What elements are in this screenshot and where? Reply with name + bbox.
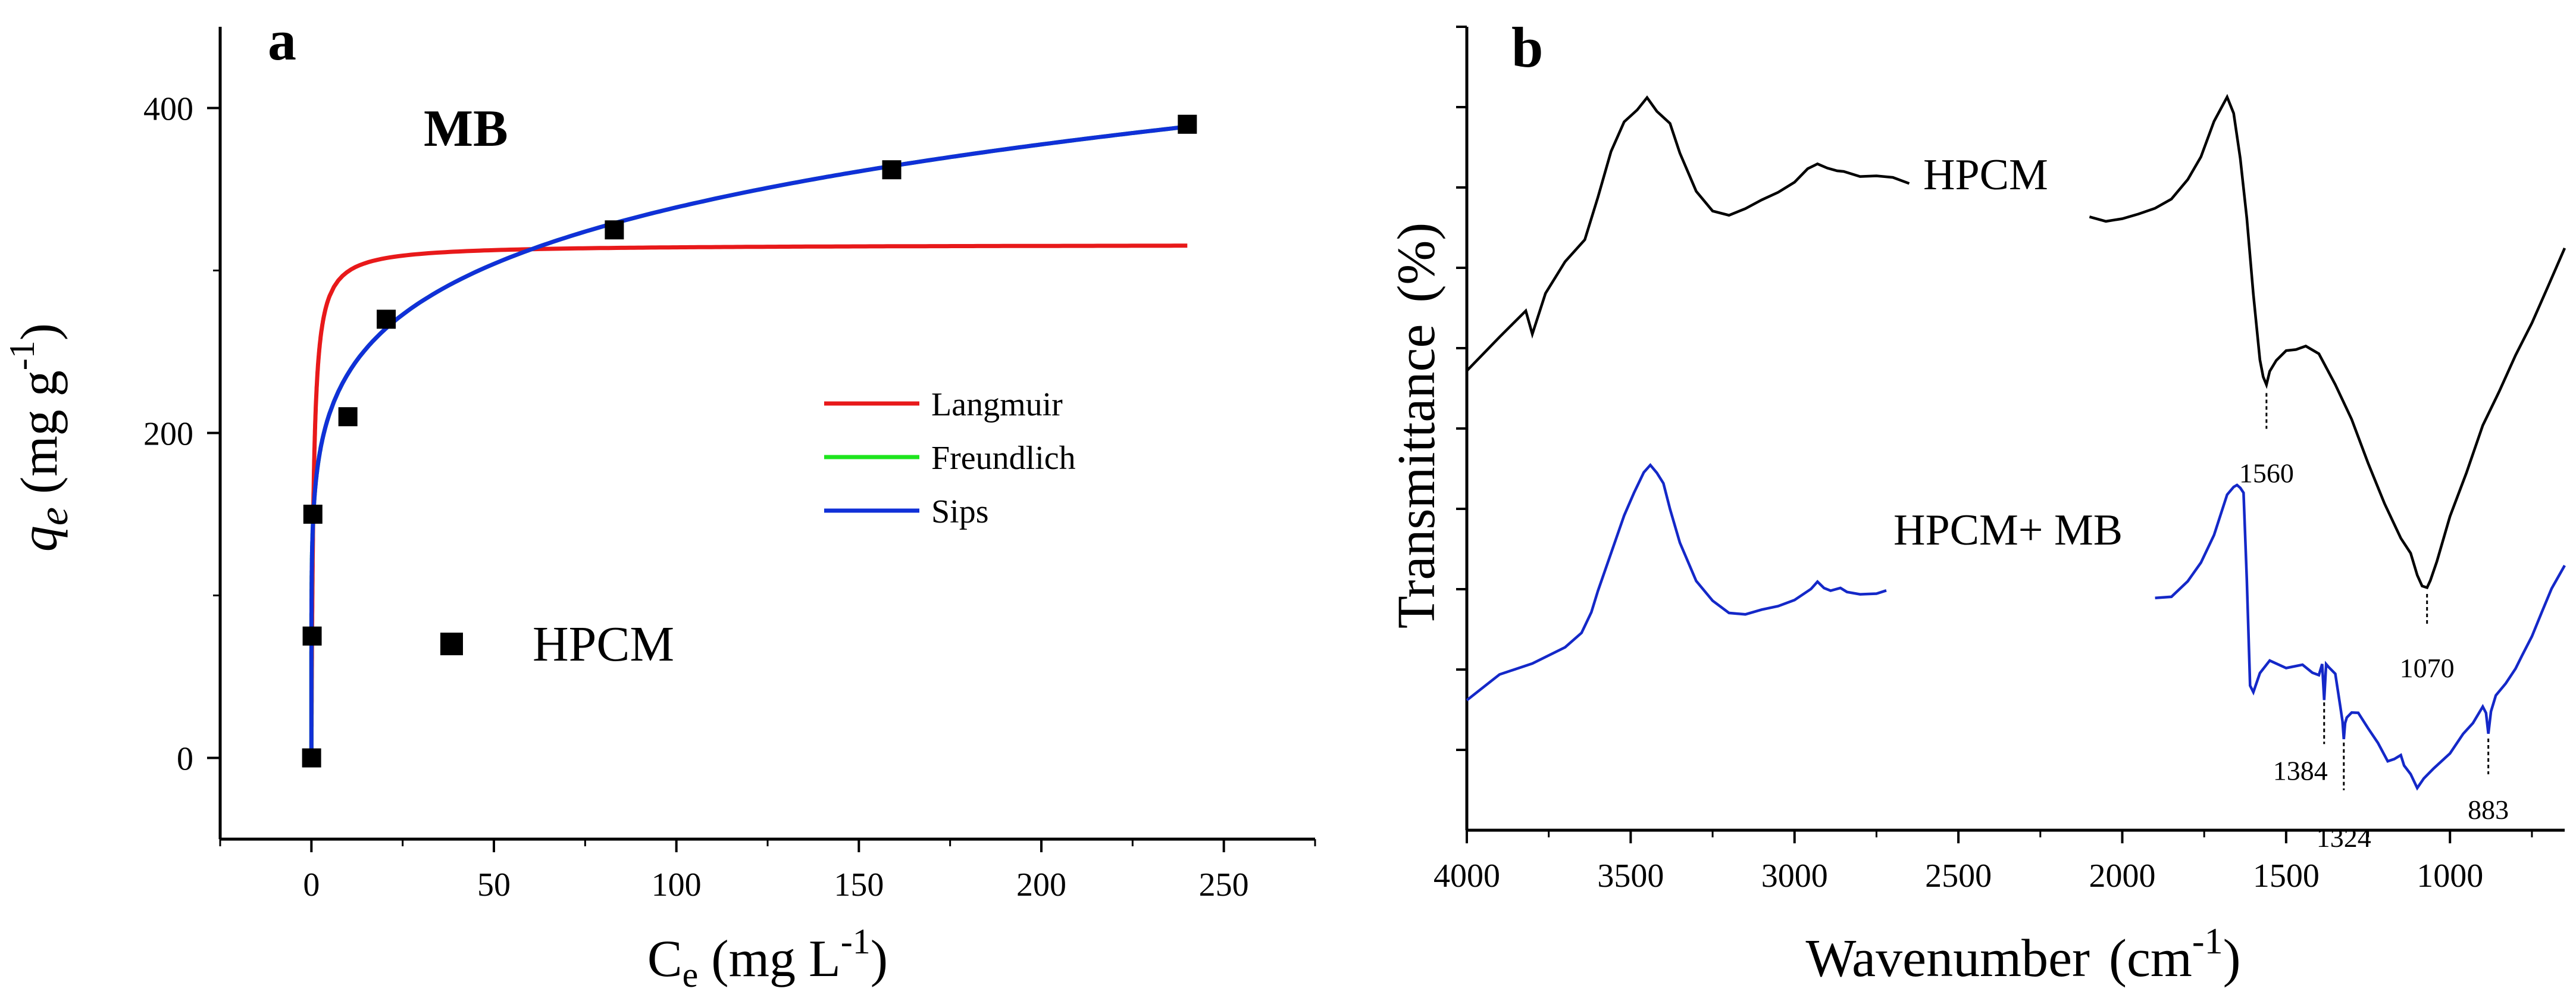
hpcm-point — [303, 505, 323, 524]
langmuir-fit-line — [309, 243, 1188, 758]
panel-a-letter: a — [268, 8, 296, 72]
hpcm-point — [882, 160, 902, 180]
hpcm-series-label: HPCM — [1923, 151, 2048, 199]
x-tick-label: 150 — [834, 867, 884, 903]
x-tick-label: 50 — [477, 867, 511, 903]
x-tick-label: 4000 — [1433, 858, 1500, 894]
marker-legend-square — [440, 633, 463, 655]
x-tick-label: 100 — [652, 867, 702, 903]
hpcm-point — [302, 626, 322, 646]
y-tick-label: 200 — [143, 416, 193, 453]
y-tick-label: 400 — [143, 91, 193, 128]
panel-b-ftir-chart: b 4000 3500 3000 2500 2000 1500 1000 156010701… — [1387, 15, 2566, 988]
x-tick-label: 0 — [303, 867, 320, 903]
legend-sips-label: Sips — [931, 493, 989, 530]
peak-label: 1070 — [2400, 653, 2455, 683]
marker-legend-label: HPCM — [533, 617, 674, 672]
panel-b-x-axis-title: Wavenumber (cm-1) — [1805, 921, 2240, 988]
peak-annotations: 1560 1070 1384 1324 883 — [2239, 393, 2509, 853]
x-tick-label: 2500 — [1925, 858, 1992, 894]
x-tick-label: 250 — [1199, 867, 1249, 903]
peak-label: 1384 — [2273, 755, 2328, 786]
peak-label: 1324 — [2317, 822, 2371, 853]
panel-a-x-axis-title: Ce (mg L-1) — [647, 922, 888, 994]
hpcm-point — [1178, 114, 1197, 134]
legend-langmuir-label: Langmuir — [931, 386, 1063, 423]
hpcm-point — [377, 309, 396, 329]
sips-fit-line — [309, 124, 1188, 758]
panel-b-ticks: 4000 3500 3000 2500 2000 1500 1000 — [1433, 26, 2533, 894]
panel-a-y-axis-title: qe(mg g-1) — [2, 323, 77, 552]
panel-b-letter: b — [1511, 15, 1543, 79]
hpcm-point — [338, 407, 358, 427]
panel-a-title: MB — [424, 100, 508, 158]
peak-label: 883 — [2468, 795, 2509, 825]
x-tick-label: 1500 — [2253, 858, 2320, 894]
panel-a-isotherm-chart: a MB 0 50 100 150 200 250 0 200 400 Langmuir Fre… — [2, 8, 1316, 994]
x-tick-label: 200 — [1016, 867, 1066, 903]
hpcm-point — [605, 220, 624, 240]
x-tick-label: 3000 — [1761, 858, 1828, 894]
x-tick-label: 1000 — [2417, 858, 2483, 894]
peak-label: 1560 — [2239, 458, 2294, 489]
hpcm-mb-spectrum-line — [1466, 462, 2566, 791]
panel-a-ticks: 0 50 100 150 200 250 0 200 400 — [143, 91, 1316, 903]
hpcm-spectrum-line — [1466, 93, 2566, 590]
panel-a-legend: Langmuir Freundlich Sips — [824, 386, 1076, 530]
legend-freundlich-label: Freundlich — [931, 440, 1076, 477]
hpcm-mb-series-label: HPCM+ MB — [1893, 506, 2123, 555]
hpcm-data-points — [302, 114, 1197, 768]
hpcm-point — [302, 748, 321, 768]
panel-b-y-axis-title: Transmittance(%) — [1387, 223, 1446, 629]
x-tick-label: 3500 — [1597, 858, 1664, 894]
x-tick-label: 2000 — [2089, 858, 2155, 894]
y-tick-label: 0 — [177, 741, 193, 778]
